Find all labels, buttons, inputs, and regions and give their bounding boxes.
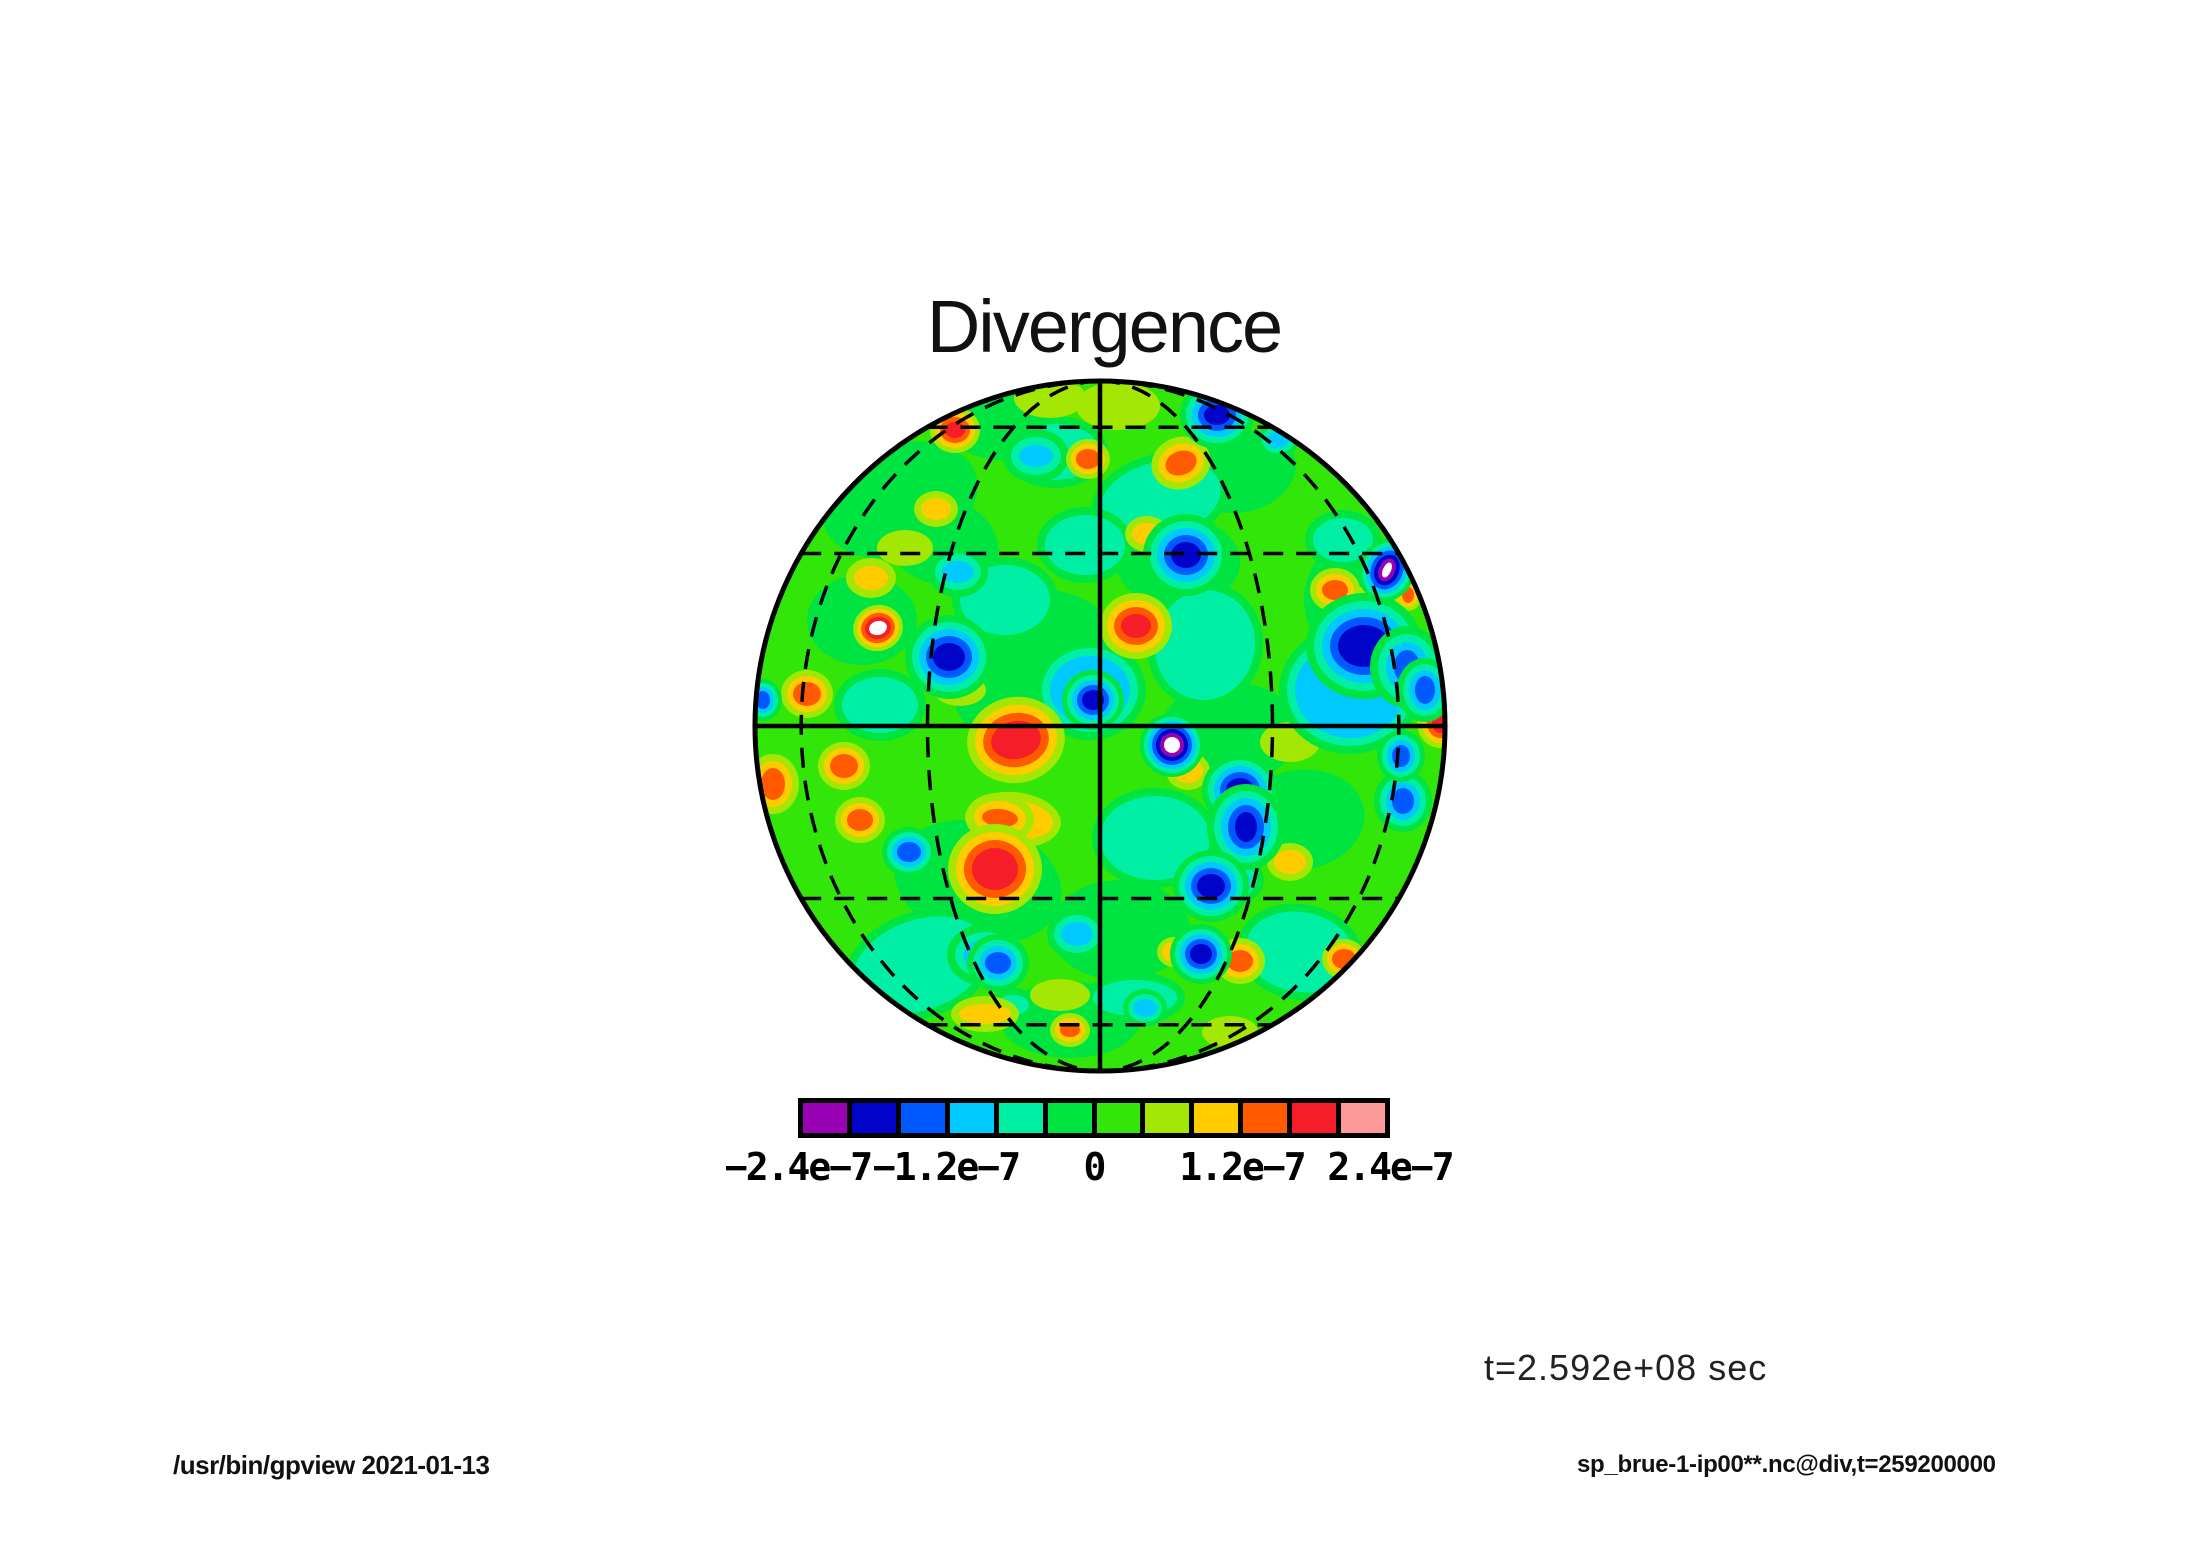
contour-blob: [1164, 737, 1180, 753]
contour-blob: [877, 530, 933, 566]
contour-blob: [1030, 979, 1090, 1011]
contour-blob: [1045, 515, 1125, 575]
contour-blob: [1322, 580, 1348, 600]
contour-blob: [1227, 950, 1253, 972]
footer-dataset-text: sp_brue-1-ip00**.nc@div,t=259200000: [1577, 1451, 1996, 1478]
colorbar-tick-0: −2.4e−7: [724, 1145, 873, 1189]
colorbar-tick-2: 0: [1083, 1145, 1107, 1189]
contour-blob: [897, 842, 921, 862]
contour-blob: [847, 809, 873, 831]
colorbar-cell-10: [1292, 1103, 1337, 1133]
contour-blob: [1171, 542, 1201, 568]
contour-blob: [991, 720, 1041, 760]
colorbar: [798, 1098, 1390, 1138]
colorbar-tick-1: −1.2e−7: [872, 1145, 1021, 1189]
contour-blob: [776, 481, 798, 507]
contour-blob: [830, 754, 858, 778]
contour-blob: [869, 620, 887, 636]
contour-blob: [1019, 445, 1053, 467]
contour-blob: [1204, 405, 1230, 425]
contour-blob: [972, 848, 1018, 890]
contour-blob: [1392, 788, 1414, 814]
contour-blob: [1076, 383, 1160, 430]
colorbar-cell-4: [998, 1103, 1043, 1133]
meridian-dashed: [1099, 379, 1275, 1073]
contour-blob: [1313, 518, 1373, 562]
contour-blob: [1415, 676, 1435, 704]
contour-blob: [1165, 450, 1197, 476]
contour-blob: [1197, 874, 1225, 898]
contour-blob: [982, 808, 1018, 828]
contour-blob: [1100, 796, 1210, 880]
contour-blob: [1264, 389, 1296, 415]
sphere-limb: [752, 378, 1448, 1074]
colorbar-cell-8: [1194, 1103, 1239, 1133]
contour-blob: [1259, 384, 1301, 420]
meridian-dashed: [925, 379, 1101, 1073]
contour-blob: [761, 768, 785, 800]
colorbar-cell-2: [900, 1103, 945, 1133]
contour-blob: [1392, 745, 1410, 767]
contour-blob: [985, 952, 1011, 974]
graticule: [755, 379, 1445, 1073]
contour-blob: [757, 691, 770, 709]
contour-blob: [1274, 850, 1306, 874]
contour-blob: [1076, 449, 1100, 469]
contour-blob: [854, 566, 888, 590]
contour-blob: [1061, 922, 1093, 946]
contour-blob: [1245, 911, 1355, 993]
contour-blob: [770, 475, 804, 513]
contour-blob: [959, 1004, 1011, 1024]
contour-blob: [1382, 562, 1392, 578]
contour-blob: [921, 498, 951, 520]
colorbar-tick-4: 2.4e−7: [1327, 1145, 1454, 1189]
contour-blob: [764, 469, 810, 519]
contour-blob: [1154, 590, 1256, 700]
contour-blob: [1190, 944, 1212, 964]
time-annotation: t=2.592e+08 sec: [1484, 1347, 1768, 1388]
colorbar-cell-3: [949, 1103, 994, 1133]
colorbar-cell-6: [1096, 1103, 1141, 1133]
footer-command-text: /usr/bin/gpview 2021-01-13: [173, 1450, 490, 1480]
colorbar-cell-0: [803, 1103, 847, 1133]
contour-blob: [942, 561, 974, 583]
colorbar-cell-7: [1145, 1103, 1190, 1133]
colorbar-cell-1: [851, 1103, 896, 1133]
contour-blob: [933, 643, 965, 671]
colorbar-cell-9: [1243, 1103, 1288, 1133]
plot-title: Divergence: [926, 285, 1283, 368]
contour-blob: [1133, 999, 1157, 1017]
colorbar-cell-5: [1047, 1103, 1092, 1133]
colorbar-cell-11: [1341, 1103, 1386, 1133]
contour-blob: [793, 682, 821, 706]
contour-blob: [1235, 812, 1257, 842]
contour-blob: [1121, 614, 1151, 638]
contour-blob: [842, 677, 918, 733]
contour-blob: [1269, 394, 1291, 410]
colorbar-tick-3: 1.2e−7: [1179, 1145, 1306, 1189]
contour-blob: [1254, 383, 1306, 425]
contour-blob: [945, 422, 965, 438]
